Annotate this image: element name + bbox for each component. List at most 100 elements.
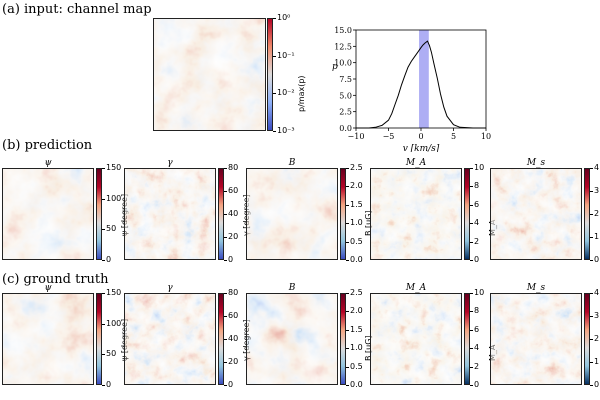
colorbar-tickmark (470, 366, 473, 368)
x-tick-label: −5 (383, 132, 395, 141)
colorbar-tickmark (346, 366, 349, 368)
colorbar-tick-label: 0 (594, 380, 600, 389)
colorbar-tick-label: 2.0 (350, 306, 363, 316)
colorbar-tick-label: 0.5 (350, 236, 363, 246)
panel-title: γ (167, 283, 173, 293)
colorbar-tickmark (590, 214, 593, 215)
colorbar-tick-label: 10 (474, 288, 485, 297)
colorbar-tick-label: 20 (228, 357, 239, 366)
colorbar-tickmark (273, 93, 276, 95)
colorbar-tick-label: 4 (594, 288, 600, 297)
colorbar-tick-label: 100 (106, 193, 122, 203)
colorbar-tickmark (224, 191, 227, 192)
colorbar-tickmark (224, 168, 227, 169)
field-map-svg (247, 169, 337, 259)
panel-map (124, 293, 216, 385)
colorbar-tick-label: 2.5 (350, 288, 363, 297)
panel-map (490, 168, 582, 260)
panel-colorbar (218, 293, 224, 385)
colorbar-tickmark (102, 198, 105, 200)
colorbar-tickmark (470, 385, 473, 386)
colorbar-tickmark (470, 186, 473, 188)
panel-colorbar (464, 293, 470, 385)
panel-colorbar (584, 293, 590, 385)
colorbar-tickmark (470, 329, 473, 331)
colorbar-tick-label: 2.0 (350, 181, 363, 191)
y-tick-label: 10.0 (334, 59, 352, 68)
colorbar-tickmark (346, 168, 349, 169)
colorbar-tick-label: 8 (474, 181, 480, 191)
colorbar-tickmark (102, 354, 105, 356)
colorbar-tickmark (470, 311, 473, 313)
y-tick-label: 5.0 (339, 91, 352, 100)
colorbar-tick-label: 50 (106, 224, 117, 234)
panel-colorbar (340, 168, 346, 260)
field-map-svg (125, 169, 215, 259)
colorbar-tickmark (224, 260, 227, 261)
colorbar-tickmark (590, 316, 593, 317)
colorbar-tick-label: 0.5 (350, 361, 363, 371)
colorbar-tick-label: 0 (474, 380, 480, 389)
colorbar-tickmark (224, 237, 227, 238)
channel-map-colorbar (267, 18, 273, 131)
colorbar-tickmark (224, 362, 227, 363)
y-tick-label: 0.0 (339, 124, 352, 133)
colorbar-tick-label: 4 (474, 343, 480, 353)
panel-map (2, 168, 94, 260)
colorbar-tickmark (346, 293, 349, 294)
colorbar-tick-label: 1.5 (350, 324, 363, 334)
section-label-truth: (c) ground truth (2, 272, 109, 287)
channel-map-image (153, 18, 266, 131)
colorbar-tickmark (346, 186, 349, 188)
colorbar-tickmark (224, 339, 227, 340)
panel-map (370, 293, 462, 385)
velocity-spectrum-svg: −10 −5 0 5 10 0.0 2.5 5.0 7.5 10.0 12.5 15.0 v [km/s… (332, 26, 491, 154)
colorbar-tickmark (346, 223, 349, 225)
section-label-input: (a) input: channel map (2, 2, 152, 17)
colorbar-tickmark (590, 191, 593, 192)
velocity-band (419, 30, 429, 128)
field-map-svg (491, 169, 581, 259)
colorbar-tick-label: 4 (594, 163, 600, 172)
field-map-svg (154, 19, 265, 130)
colorbar-tickmark (470, 348, 473, 350)
channel-map-colorbar-label: p/max(p) (297, 75, 306, 112)
spectrum-line (356, 40, 486, 129)
colorbar-tickmark (224, 293, 227, 294)
panel-title: B (288, 158, 296, 168)
colorbar-tickmark (590, 385, 593, 386)
colorbar-tickmark (102, 323, 105, 325)
colorbar-tick-label: 1 (594, 232, 600, 241)
y-tick-label: 2.5 (339, 108, 352, 117)
panel-map (246, 168, 338, 260)
panel-title: B (288, 283, 296, 293)
panel-map (124, 168, 216, 260)
colorbar-tick-label: 0.0 (350, 380, 363, 389)
colorbar-tickmark (346, 260, 349, 261)
y-tick-label: 15.0 (334, 26, 352, 35)
colorbar-tick-label: 10⁰ (277, 13, 291, 22)
field-map-svg (371, 169, 461, 259)
colorbar-tickmark (102, 168, 105, 169)
colorbar-tick-label: 80 (228, 163, 239, 172)
colorbar-tick-label: 2 (594, 334, 600, 343)
colorbar-tick-label: 2 (474, 361, 480, 371)
colorbar-tickmark (273, 18, 276, 19)
y-axis-label: p (332, 62, 338, 72)
panel-map (370, 168, 462, 260)
field-map-svg (491, 294, 581, 384)
x-tick-label: −10 (348, 132, 365, 141)
colorbar-tick-label: 10⁻³ (277, 126, 295, 135)
colorbar-tick-label: 0 (594, 255, 600, 264)
x-tick-label: 5 (451, 132, 456, 141)
field-map-svg (3, 294, 93, 384)
colorbar-tick-label: 1.0 (350, 343, 363, 353)
colorbar-tick-label: 2.5 (350, 163, 363, 172)
panel-title: ψ (44, 283, 52, 293)
colorbar-tickmark (590, 293, 593, 294)
colorbar-tick-label: 0 (474, 255, 480, 264)
x-tick-label: 0 (418, 132, 423, 141)
colorbar-tick-label: 2 (474, 236, 480, 246)
panel-title: γ (167, 158, 173, 168)
colorbar-tickmark (590, 339, 593, 340)
